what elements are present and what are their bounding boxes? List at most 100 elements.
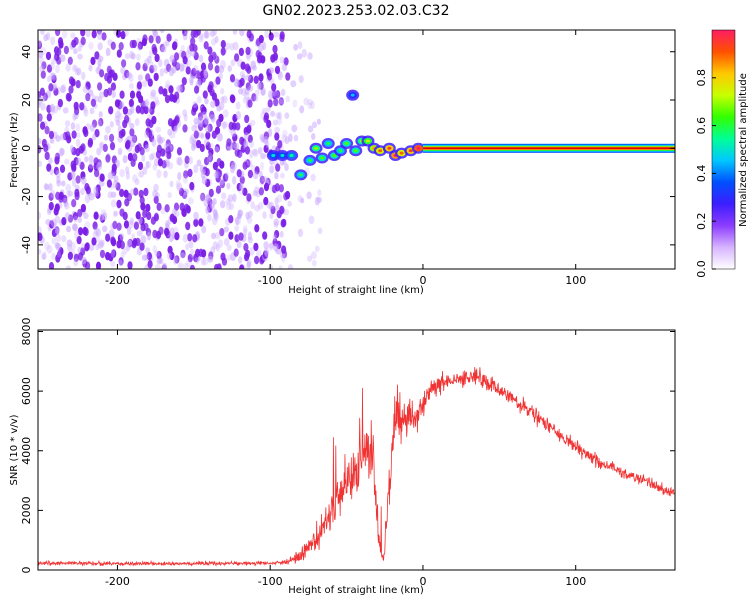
spectrogram-noise-cell xyxy=(207,255,214,263)
spectrogram-noise-cell xyxy=(149,153,154,161)
spectrogram-noise-cell xyxy=(214,98,220,107)
spectrogram-noise-cell xyxy=(144,58,150,67)
spectrogram-noise-cell xyxy=(191,124,198,132)
spectrogram-noise-cell xyxy=(179,202,185,211)
spectrogram-noise-cell xyxy=(99,142,104,152)
spectrogram-noise-cell xyxy=(48,262,55,269)
spectrogram-noise-cell xyxy=(190,37,196,46)
spectrogram-noise-cell xyxy=(83,105,88,114)
spectrogram-noise-cell xyxy=(206,157,212,165)
spectrogram-noise-cell xyxy=(278,97,284,106)
spectrogram-noise-cell xyxy=(153,213,159,222)
spectrogram-noise-cell xyxy=(145,203,151,213)
spectrogram-noise-cell xyxy=(220,200,226,209)
spectrogram-noise-cell xyxy=(112,220,118,230)
spectrogram-noise-cell xyxy=(152,30,158,37)
spectrogram-noise-cell xyxy=(230,94,236,104)
spectrogram-noise-cell xyxy=(153,72,159,82)
spectrogram-noise-cell xyxy=(128,98,134,108)
spectrogram-noise-cell xyxy=(310,173,316,182)
colorbar-ticks: 0.0 0.2 0.4 0.6 0.8 xyxy=(695,69,716,278)
spectrogram-noise-cell xyxy=(159,43,165,53)
spectrogram-transition-core xyxy=(416,146,421,150)
spectrogram-noise-cell xyxy=(182,109,188,117)
spectrogram-x-tick-label: -100 xyxy=(258,274,283,287)
spectrogram-noise-cell xyxy=(173,256,178,265)
spectrogram-noise-cell xyxy=(233,248,239,257)
spectrogram-noise-cell xyxy=(208,147,214,157)
spectrogram-noise-cell xyxy=(95,236,101,243)
spectrogram-noise-cell xyxy=(45,51,52,61)
spectrogram-noise-cell xyxy=(293,43,298,51)
spectrogram-noise-cell xyxy=(249,140,255,148)
spectrogram-noise-cell xyxy=(275,163,281,172)
spectrogram-noise-cell xyxy=(76,157,82,166)
spectrogram-noise-cell xyxy=(214,35,219,44)
spectrogram-noise-cell xyxy=(135,105,141,114)
spectrogram-noise-cell xyxy=(65,265,71,269)
spectrogram-noise-cell xyxy=(137,74,143,81)
snr-y-tick-label: 0 xyxy=(20,567,33,574)
spectrogram-noise-cell xyxy=(143,100,149,107)
spectrogram-noise-cell xyxy=(299,105,305,114)
spectrogram-noise-cell xyxy=(188,156,193,165)
spectrogram-noise-cell xyxy=(143,222,149,232)
spectrogram-noise-cell xyxy=(254,166,260,175)
spectrogram-noise-cell xyxy=(85,92,91,102)
spectrogram-noise-cell xyxy=(260,161,264,171)
spectrogram-noise-cell xyxy=(84,156,89,163)
spectrogram-noise-cell xyxy=(310,251,317,260)
spectrogram-noise-cell xyxy=(109,133,115,143)
spectrogram-noise-cell xyxy=(267,99,273,108)
spectrogram-noise-cell xyxy=(253,95,259,102)
spectrogram-noise-cell xyxy=(97,119,102,127)
spectrogram-noise-cell xyxy=(84,221,91,229)
spectrogram-noise-cell xyxy=(176,182,183,192)
spectrogram-noise-cell xyxy=(153,195,159,204)
spectrogram-noise-cell xyxy=(51,237,57,245)
spectrogram-noise-cell xyxy=(141,80,148,88)
spectrogram-noise-cell xyxy=(209,114,215,121)
spectrogram-noise-cell xyxy=(244,87,250,95)
spectrogram-noise-cell xyxy=(49,137,55,144)
spectrogram-noise-cell xyxy=(274,183,280,192)
spectrogram-noise-cell xyxy=(260,88,266,96)
spectrogram-noise-cell xyxy=(212,161,218,171)
spectrogram-noise-cell xyxy=(307,255,313,262)
spectrogram-noise-cell xyxy=(274,65,281,75)
spectrogram-noise-cell xyxy=(199,193,205,203)
spectrogram-noise-cell xyxy=(38,114,42,122)
spectrogram-noise-cell xyxy=(98,96,102,103)
spectrogram-noise-cell xyxy=(239,264,245,269)
spectrogram-noise-cell xyxy=(113,210,118,217)
spectrogram-noise-cell xyxy=(268,201,275,210)
spectrogram-noise-cell xyxy=(182,262,189,269)
spectrogram-y-tick-label: -20 xyxy=(20,188,33,206)
spectrogram-noise-cell xyxy=(202,257,209,266)
snr-y-tick-label: 2000 xyxy=(20,496,33,524)
spectrogram-noise-cell xyxy=(157,158,163,167)
spectrogram-noise-cell xyxy=(124,198,130,207)
spectrogram-noise-cell xyxy=(145,161,150,169)
spectrogram-noise-cell xyxy=(214,146,220,153)
spectrogram-noise-cell xyxy=(148,35,154,44)
spectrogram-noise-cell xyxy=(228,215,234,224)
spectrogram-noise-cell xyxy=(55,169,61,179)
spectrogram-noise-cell xyxy=(252,171,259,180)
spectrogram-noise-cell xyxy=(88,155,94,163)
spectrogram-noise-cell xyxy=(48,192,54,201)
spectrogram-noise-cell xyxy=(215,76,221,85)
spectrogram-noise-cell xyxy=(138,170,145,178)
spectrogram-noise-cell xyxy=(190,50,196,57)
spectrogram-y-tick-label: -40 xyxy=(20,236,33,254)
spectrogram-noise-cell xyxy=(164,227,170,237)
spectrogram-ridge-band-4 xyxy=(422,147,675,150)
spectrogram-y-axis-label: Frequency (Hz) xyxy=(9,112,20,188)
spectrogram-noise-cell xyxy=(228,202,235,210)
spectrogram-noise-cell xyxy=(249,149,254,159)
spectrogram-noise-cell xyxy=(214,232,221,240)
spectrogram-noise-cell xyxy=(111,163,117,172)
spectrogram-noise-cell xyxy=(222,109,229,118)
spectrogram-noise-cell xyxy=(40,47,47,56)
